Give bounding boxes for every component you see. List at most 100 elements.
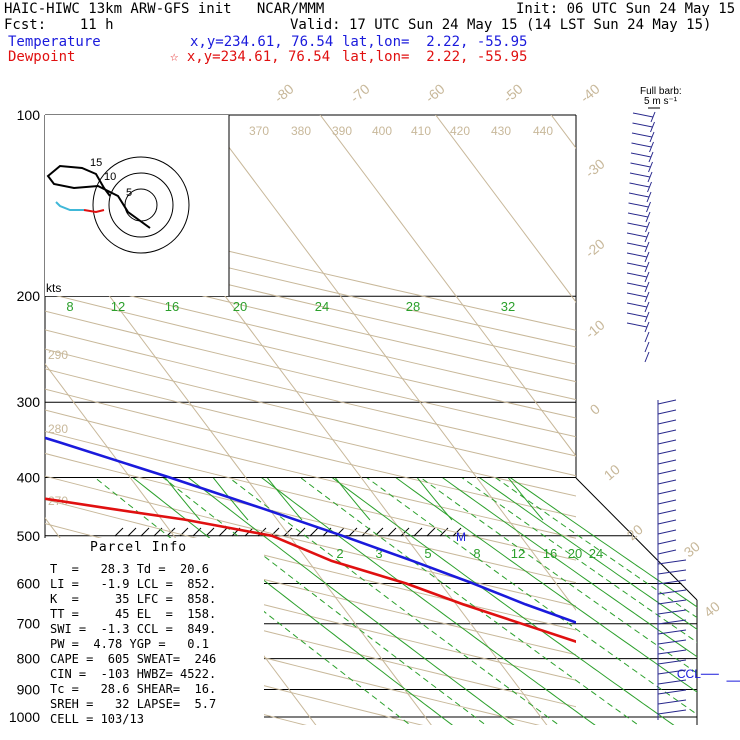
hatch-mark: [309, 527, 319, 537]
temperature-tick-label: -30: [582, 155, 608, 180]
dry-adiabat-line: [45, 475, 576, 607]
pressure-tick-label: 300: [17, 394, 41, 410]
parcel-row: TT = 45 EL = 158.: [50, 607, 217, 621]
mixing-ratio-line: [423, 478, 697, 725]
hodograph-ring-label: 10: [104, 171, 116, 183]
wind-barb-flag: [657, 529, 677, 535]
dry-adiabat-line: [45, 627, 424, 725]
wind-barb-flag: [628, 202, 649, 208]
moist-adiabat-line: [348, 478, 697, 725]
wind-barb-flag: [657, 689, 687, 695]
mixing-ratio-label: 16: [543, 546, 557, 561]
valid-time: Valid: 17 UTC Sun 24 May 15 (14 LST Sun …: [290, 17, 712, 33]
temperature-tick-label: 10: [601, 461, 623, 483]
pressure-tick-label: 900: [17, 681, 41, 697]
mixing-ratio-line: [91, 478, 249, 521]
pressure-tick-label: 100: [17, 107, 41, 123]
mixing-ratio-label: 24: [315, 299, 329, 314]
wind-barb-flag: [630, 162, 651, 168]
ccl-label: CCL: [677, 667, 701, 681]
pressure-tick-label: 700: [17, 616, 41, 632]
mixing-ratio-label: 28: [406, 299, 420, 314]
sounding-series: [45, 436, 576, 643]
wind-barb-flag: [657, 559, 687, 565]
parcel-row: CIN = -103 HWBZ= 4522.: [50, 667, 217, 681]
parcel-row: K = 35 LFC = 858.: [50, 592, 217, 606]
mixing-ratio-lines: [45, 478, 697, 725]
wind-barb-flag: [626, 262, 648, 268]
mixing-ratio-line: [115, 478, 459, 725]
hatch-mark: [205, 527, 215, 537]
theta-label: 430: [491, 124, 511, 138]
temperature-tick-label: 30: [681, 538, 703, 560]
wind-barb-flag: [657, 599, 687, 605]
isotherm-line: [319, 115, 576, 457]
moist-adiabat-line: [77, 478, 417, 725]
hodograph-unit-label: kts: [46, 281, 61, 295]
temperature-tick-label: -40: [577, 80, 603, 105]
parcel-info-title: Parcel Info: [90, 540, 188, 555]
hatch-mark: [426, 527, 436, 537]
mixing-ratio-line: [170, 478, 521, 725]
mixing-ratio-label: 12: [511, 546, 525, 561]
hatch-mark: [192, 527, 202, 537]
dry-adiabat-line: [45, 600, 540, 725]
hodograph-ring-label: 5: [126, 187, 132, 199]
temperature-tick-label: -80: [271, 80, 297, 105]
hatch-mark: [114, 527, 124, 537]
wind-barb-flag: [657, 439, 677, 445]
wind-barb-flag: [657, 459, 677, 465]
wind-barb-flag: [657, 449, 677, 455]
wind-barb-staff: [644, 331, 650, 343]
parcel-row: CELL = 103/13: [50, 712, 144, 726]
wind-barb-flag: [657, 509, 677, 515]
dry-adiabat-line: [45, 348, 576, 477]
wind-barb-flag: [632, 122, 653, 128]
mixing-ratio-label: 3: [375, 546, 382, 561]
wind-barb-flag: [657, 709, 687, 715]
dry-adiabat-line: [45, 256, 576, 383]
dry-adiabat-line: [45, 573, 576, 708]
hatch-mark: [374, 527, 384, 537]
melting-level-label: M: [456, 530, 466, 544]
legend-dewpoint: Dewpoint: [8, 49, 76, 65]
wind-barb-flag: [627, 212, 649, 218]
wind-barb-flag: [657, 499, 677, 505]
barb-legend-label: Full barb:: [640, 86, 682, 97]
wind-barb-flag: [657, 629, 687, 635]
theta-label: 390: [332, 124, 352, 138]
isotherm-line: [204, 115, 576, 611]
wind-barb-flag: [657, 639, 687, 645]
wind-barb-flag: [657, 589, 687, 595]
pressure-tick-label: 400: [17, 469, 41, 485]
barb-legend-unit: 5 m s⁻¹: [644, 96, 678, 107]
hatch-mark: [218, 527, 228, 537]
theta-label: 420: [450, 124, 470, 138]
wind-barb-flag: [631, 142, 652, 148]
wind-barb-flag: [626, 292, 648, 298]
temperature-profile-line: [45, 436, 576, 624]
mixing-ratio-label: 20: [568, 546, 582, 561]
hatch-mark: [283, 527, 293, 537]
dry-adiabat-line: [45, 274, 576, 401]
isotherm-line: [45, 209, 432, 725]
hatch-mark: [127, 527, 137, 537]
hatch-mark: [348, 527, 358, 537]
hatch-mark: [140, 527, 150, 537]
wind-barb-flag: [657, 519, 677, 525]
wind-barb-flag: [632, 112, 654, 118]
pressure-tick-label: 1000: [9, 709, 40, 725]
theta-label: 280: [48, 422, 68, 436]
wind-barb-flag: [657, 469, 677, 475]
wind-barb-flag: [657, 479, 677, 485]
wind-barb-flag: [657, 649, 687, 655]
mixing-ratio-line: [213, 478, 371, 521]
hodograph-trace-low: [55, 201, 84, 211]
hodograph-ring: [92, 156, 190, 254]
hatch-mark: [413, 527, 423, 537]
parcel-row: CAPE = 605 SWEAT= 246: [50, 652, 217, 666]
mixing-ratio-label: 20: [233, 299, 247, 314]
wind-barb-flag: [657, 399, 677, 405]
mixing-ratio-label: 32: [501, 299, 515, 314]
mixing-ratio-label: 5: [424, 546, 431, 561]
